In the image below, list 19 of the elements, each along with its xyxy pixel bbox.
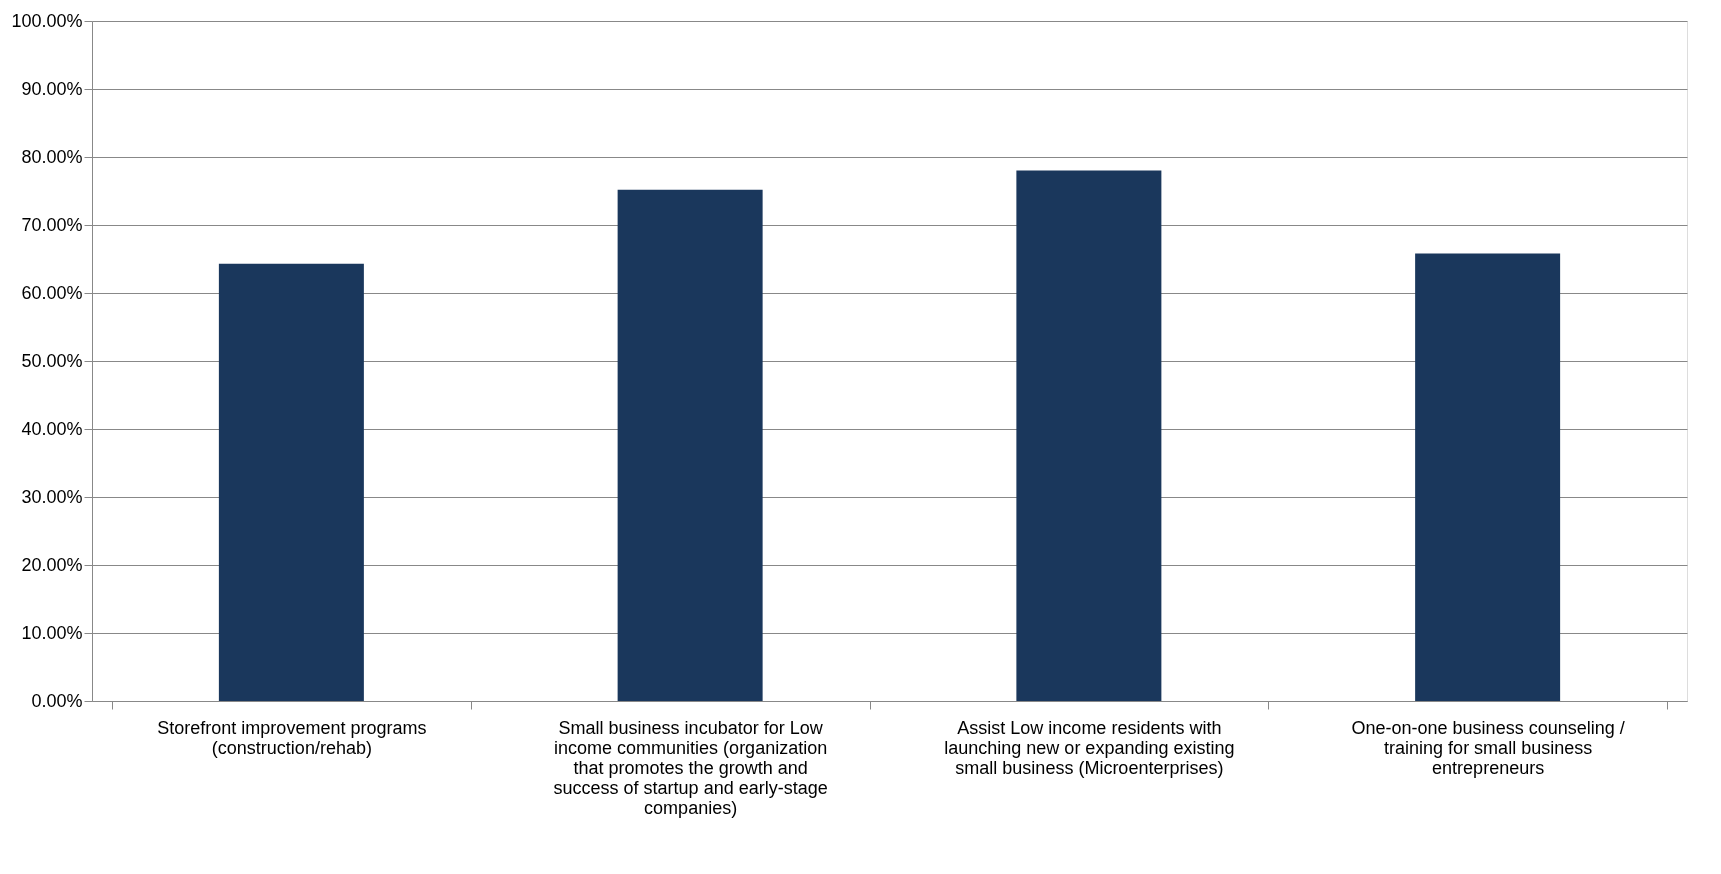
x-tick-label: Assist Low income residents with launching new or expanding existing small business (Microenterprises) — [944, 717, 1235, 778]
y-tick-label: 70.00% — [21, 214, 83, 235]
y-tick-label: 50.00% — [21, 350, 83, 371]
y-tick-label: 100.00% — [11, 10, 83, 31]
bar — [1016, 170, 1162, 701]
x-tick-label: Storefront improvement programs (construction/rehab) — [157, 717, 427, 758]
x-tick-label: One-on-one business counseling / training for small business entrepreneurs — [1351, 717, 1625, 778]
y-tick-label: 60.00% — [21, 282, 83, 303]
bar — [218, 263, 364, 701]
y-tick-label: 0.00% — [31, 690, 83, 711]
y-tick-label: 30.00% — [21, 486, 83, 507]
y-tick-label: 10.00% — [21, 622, 83, 643]
y-tick-label: 90.00% — [21, 78, 83, 99]
bar — [1415, 253, 1561, 701]
y-tick-label: 20.00% — [21, 554, 83, 575]
y-tick-label: 40.00% — [21, 418, 83, 439]
bar — [617, 189, 763, 701]
x-tick-label: Small business incubator for Low income communities (organization that promotes the growth and success of startup and early-stage companies) — [553, 717, 828, 818]
y-tick-label: 80.00% — [21, 146, 83, 167]
